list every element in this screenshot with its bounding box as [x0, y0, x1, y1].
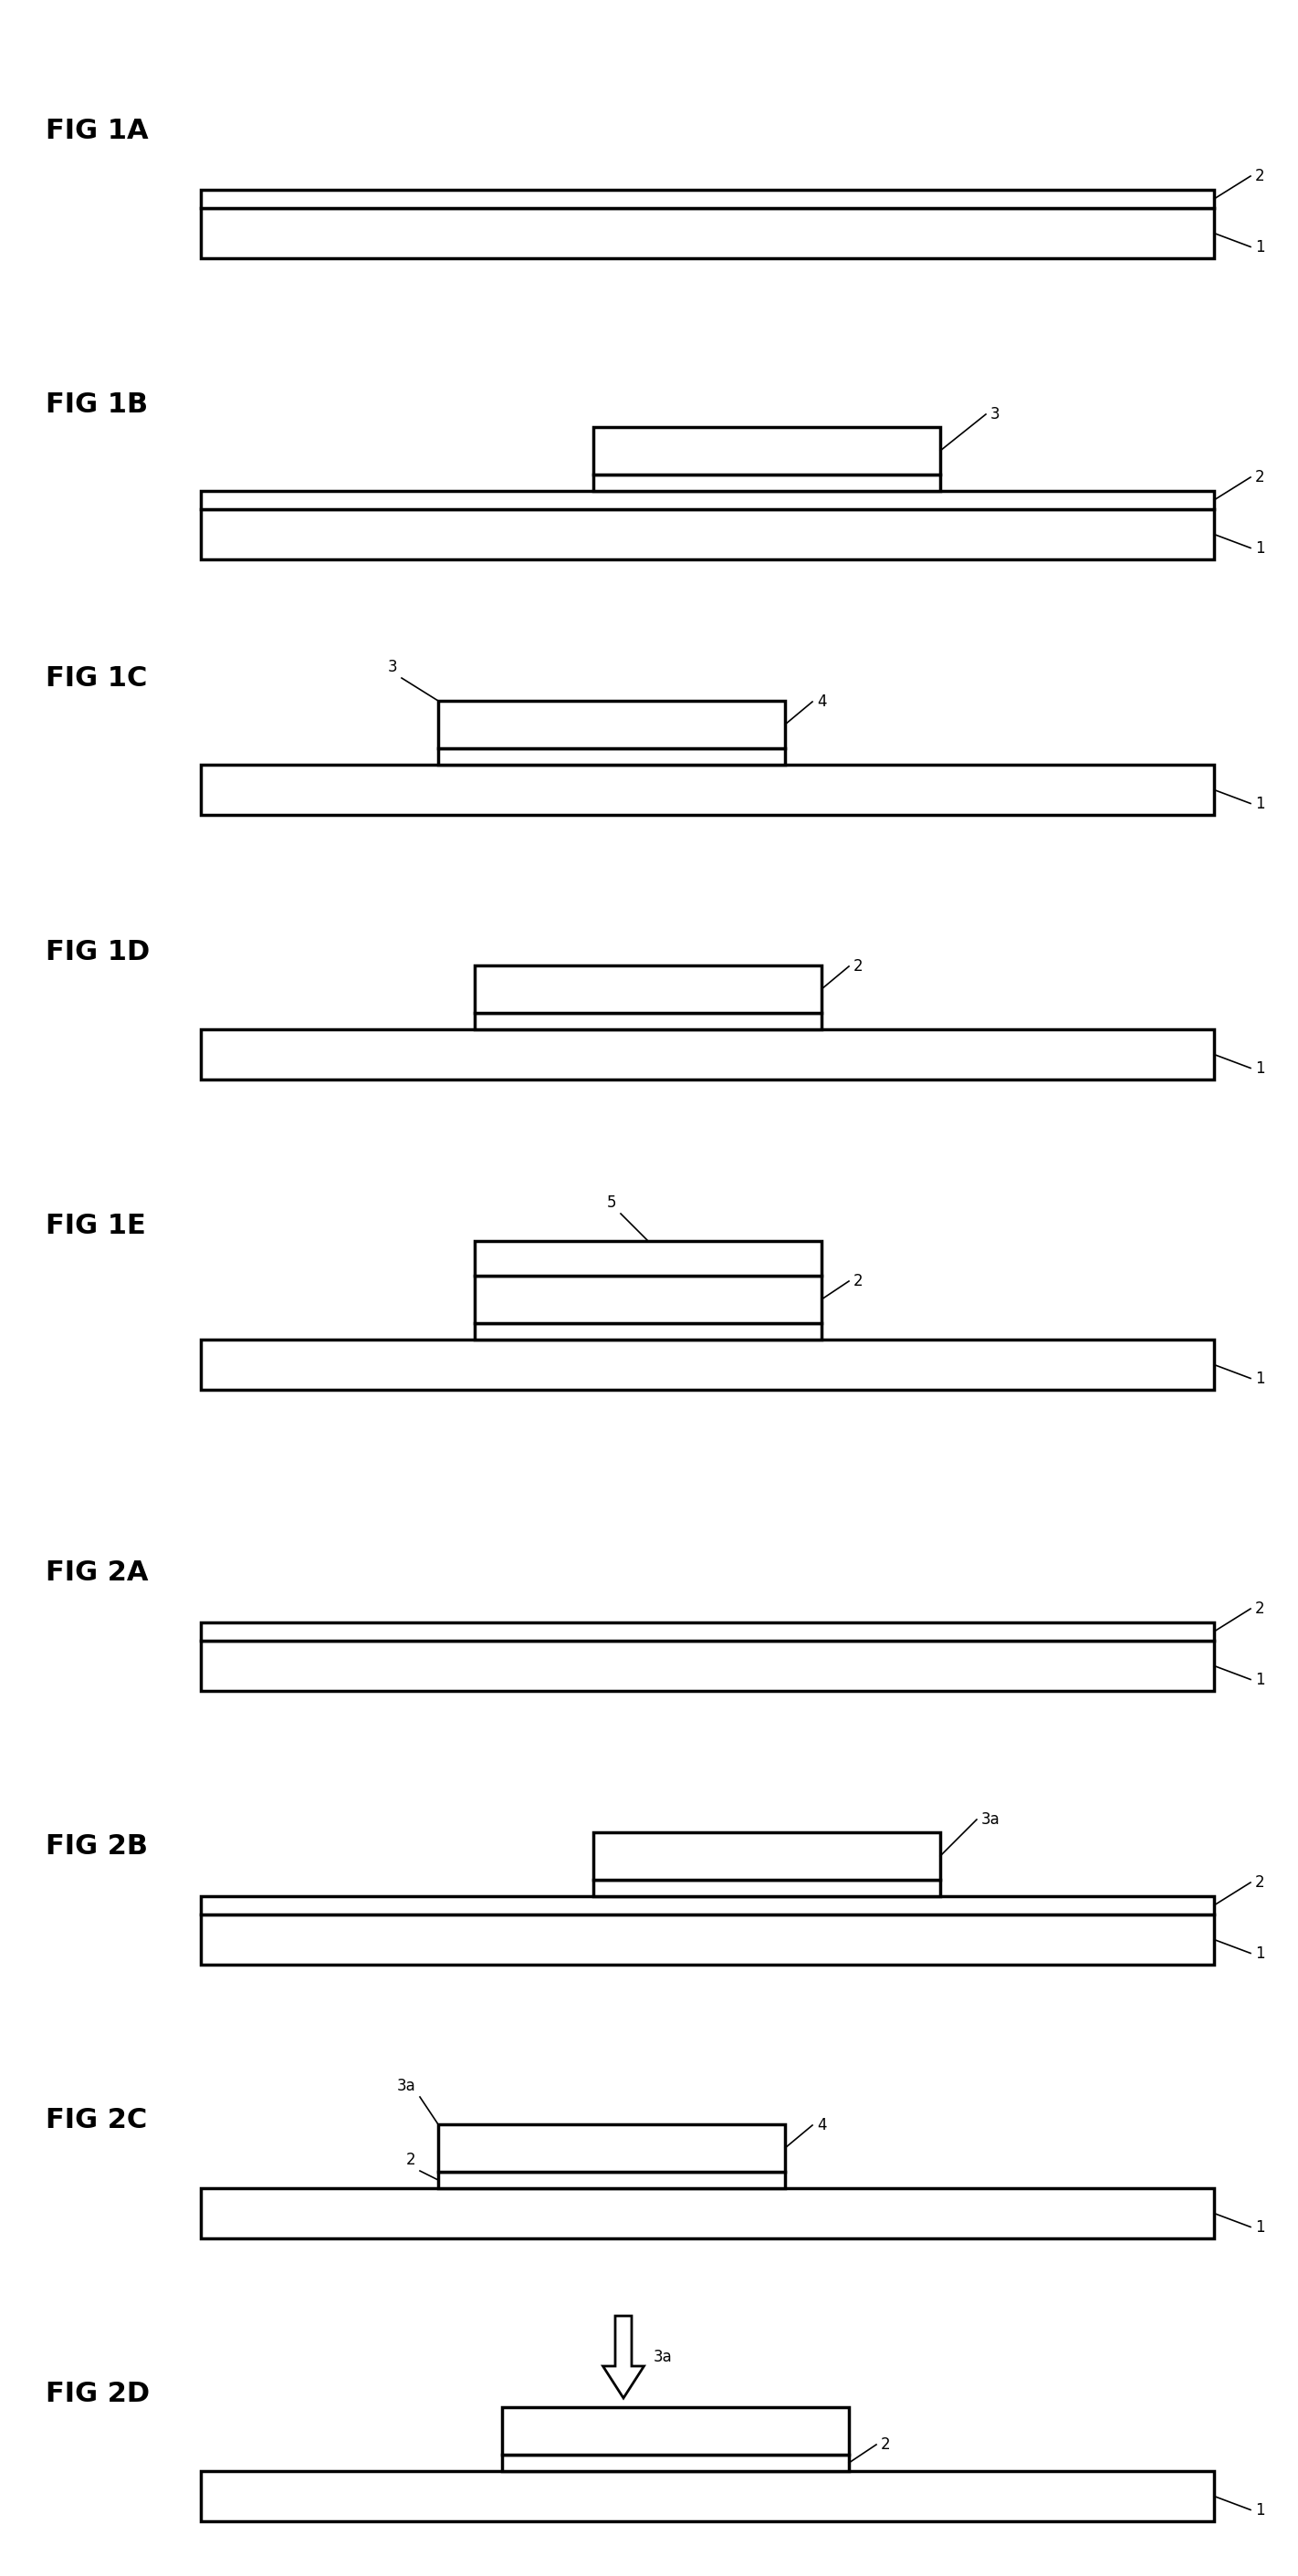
Text: 2: 2 — [1255, 1875, 1264, 1891]
Text: 1: 1 — [1255, 796, 1264, 811]
Text: 1: 1 — [1255, 1945, 1264, 1960]
Bar — [201, 510, 1214, 559]
Bar — [439, 747, 785, 765]
Bar — [593, 1832, 940, 1880]
Bar — [201, 191, 1214, 209]
Text: 2: 2 — [1255, 167, 1264, 185]
Bar — [439, 701, 785, 747]
Bar — [201, 1914, 1214, 1965]
Bar — [201, 2470, 1214, 2522]
Text: FIG 1B: FIG 1B — [45, 392, 148, 417]
Bar — [593, 428, 940, 474]
Bar — [201, 209, 1214, 258]
Bar — [201, 1623, 1214, 1641]
Bar — [475, 966, 822, 1012]
Text: FIG 1D: FIG 1D — [45, 938, 151, 966]
Text: 2: 2 — [1255, 469, 1264, 484]
Bar — [475, 1012, 822, 1030]
Text: FIG 1C: FIG 1C — [45, 665, 147, 690]
Text: FIG 2C: FIG 2C — [45, 2107, 147, 2133]
Text: 1: 1 — [1255, 1059, 1264, 1077]
Text: 3a: 3a — [396, 2079, 415, 2094]
Text: 1: 1 — [1255, 2218, 1264, 2236]
Text: 4: 4 — [816, 693, 827, 711]
Text: 3a: 3a — [653, 2349, 672, 2365]
Bar — [201, 492, 1214, 510]
Bar — [502, 2455, 849, 2470]
Text: 2: 2 — [881, 2437, 890, 2452]
Bar — [475, 1242, 822, 1275]
Bar — [475, 1275, 822, 1324]
Bar — [475, 1324, 822, 1340]
Bar — [201, 1340, 1214, 1388]
Polygon shape — [602, 2316, 644, 2398]
Text: 3: 3 — [990, 407, 999, 422]
Bar — [201, 765, 1214, 814]
Text: 2: 2 — [854, 1273, 863, 1291]
Text: 3a: 3a — [981, 1811, 1001, 1829]
Bar — [593, 1880, 940, 1896]
Bar — [502, 2406, 849, 2455]
Bar — [439, 2125, 785, 2172]
Text: 2: 2 — [1255, 1600, 1264, 1618]
Bar — [439, 2172, 785, 2187]
Text: 4: 4 — [816, 2117, 827, 2133]
Bar — [201, 1896, 1214, 1914]
Text: FIG 2B: FIG 2B — [45, 1832, 148, 1860]
Text: FIG 1A: FIG 1A — [45, 118, 148, 144]
Text: 5: 5 — [606, 1195, 617, 1211]
Text: 1: 1 — [1255, 541, 1264, 556]
Text: 1: 1 — [1255, 2501, 1264, 2519]
Text: FIG 2D: FIG 2D — [45, 2380, 149, 2406]
Text: 1: 1 — [1255, 1672, 1264, 1687]
Bar — [201, 1641, 1214, 1690]
Text: FIG 1E: FIG 1E — [45, 1213, 145, 1239]
Text: 2: 2 — [405, 2151, 415, 2169]
Text: 1: 1 — [1255, 240, 1264, 255]
Bar — [593, 474, 940, 492]
Bar — [201, 1030, 1214, 1079]
Text: 2: 2 — [854, 958, 863, 974]
Text: 1: 1 — [1255, 1370, 1264, 1386]
Text: 3: 3 — [387, 659, 397, 675]
Text: FIG 2A: FIG 2A — [45, 1558, 148, 1584]
Bar — [201, 2187, 1214, 2239]
